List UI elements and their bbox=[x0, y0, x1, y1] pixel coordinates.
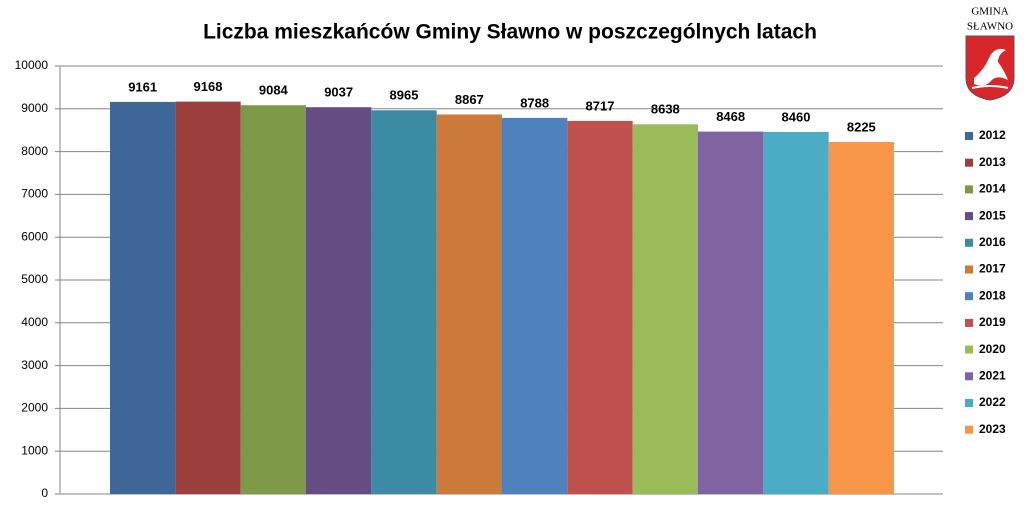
value-label: 8965 bbox=[390, 88, 419, 103]
value-label: 8638 bbox=[651, 102, 680, 117]
legend-label: 2015 bbox=[979, 208, 1006, 222]
legend-swatch bbox=[965, 132, 973, 140]
bar bbox=[110, 101, 176, 494]
bar bbox=[371, 110, 437, 494]
legend-label: 2018 bbox=[979, 288, 1006, 302]
value-label: 8468 bbox=[716, 109, 745, 124]
legend-swatch bbox=[965, 425, 973, 434]
value-label: 9084 bbox=[259, 83, 289, 98]
value-label: 8717 bbox=[586, 98, 615, 113]
legend-swatch bbox=[965, 372, 973, 381]
y-tick-label: 9000 bbox=[21, 101, 48, 115]
legend-label: 2014 bbox=[979, 182, 1006, 196]
legend-swatch bbox=[965, 318, 973, 327]
y-tick-label: 8000 bbox=[21, 144, 48, 158]
logo-shield bbox=[965, 35, 1015, 101]
y-tick-label: 5000 bbox=[21, 272, 48, 286]
value-label: 9168 bbox=[194, 79, 223, 94]
bar bbox=[698, 131, 764, 495]
legend-label: 2016 bbox=[979, 235, 1006, 249]
legend-label: 2013 bbox=[979, 155, 1006, 169]
legend-label: 2021 bbox=[979, 368, 1006, 382]
legend-swatch bbox=[965, 238, 973, 247]
y-tick-label: 7000 bbox=[21, 187, 48, 201]
y-tick-label: 2000 bbox=[21, 401, 48, 415]
value-label: 8225 bbox=[847, 119, 876, 134]
bar bbox=[175, 101, 241, 495]
legend-label: 2017 bbox=[979, 262, 1006, 276]
bar bbox=[306, 107, 372, 494]
chart-title: Liczba mieszkańców Gminy Sławno w poszcz… bbox=[203, 21, 817, 44]
bar bbox=[502, 117, 568, 494]
legend-swatch bbox=[965, 158, 973, 167]
y-tick-label: 3000 bbox=[21, 358, 48, 372]
legend-swatch bbox=[965, 399, 973, 407]
y-tick-label: 10000 bbox=[15, 58, 49, 72]
logo-text: GMINA bbox=[971, 6, 1008, 18]
legend-label: 2023 bbox=[979, 422, 1006, 436]
legend-swatch bbox=[965, 185, 973, 194]
value-label: 8867 bbox=[455, 92, 484, 107]
value-label: 8460 bbox=[782, 109, 811, 124]
legend-swatch bbox=[965, 212, 973, 221]
value-label: 8788 bbox=[520, 95, 549, 110]
legend-label: 2012 bbox=[979, 128, 1006, 142]
legend-swatch bbox=[965, 292, 973, 301]
bar bbox=[240, 105, 306, 494]
value-label: 9161 bbox=[128, 79, 157, 94]
y-tick-label: 1000 bbox=[21, 443, 48, 457]
y-tick-label: 4000 bbox=[21, 315, 48, 329]
bar bbox=[632, 124, 698, 494]
legend-swatch bbox=[965, 265, 973, 274]
bar bbox=[763, 131, 829, 495]
bar bbox=[567, 120, 633, 494]
legend-swatch bbox=[965, 345, 973, 354]
bar bbox=[436, 114, 502, 494]
y-tick-label: 6000 bbox=[21, 229, 48, 243]
logo-text: SŁAWNO bbox=[967, 21, 1013, 33]
legend-label: 2022 bbox=[979, 395, 1006, 409]
value-label: 9037 bbox=[324, 85, 353, 100]
legend-label: 2019 bbox=[979, 315, 1006, 329]
y-tick-label: 0 bbox=[41, 486, 48, 500]
legend-label: 2020 bbox=[979, 342, 1006, 356]
bar bbox=[828, 141, 894, 494]
